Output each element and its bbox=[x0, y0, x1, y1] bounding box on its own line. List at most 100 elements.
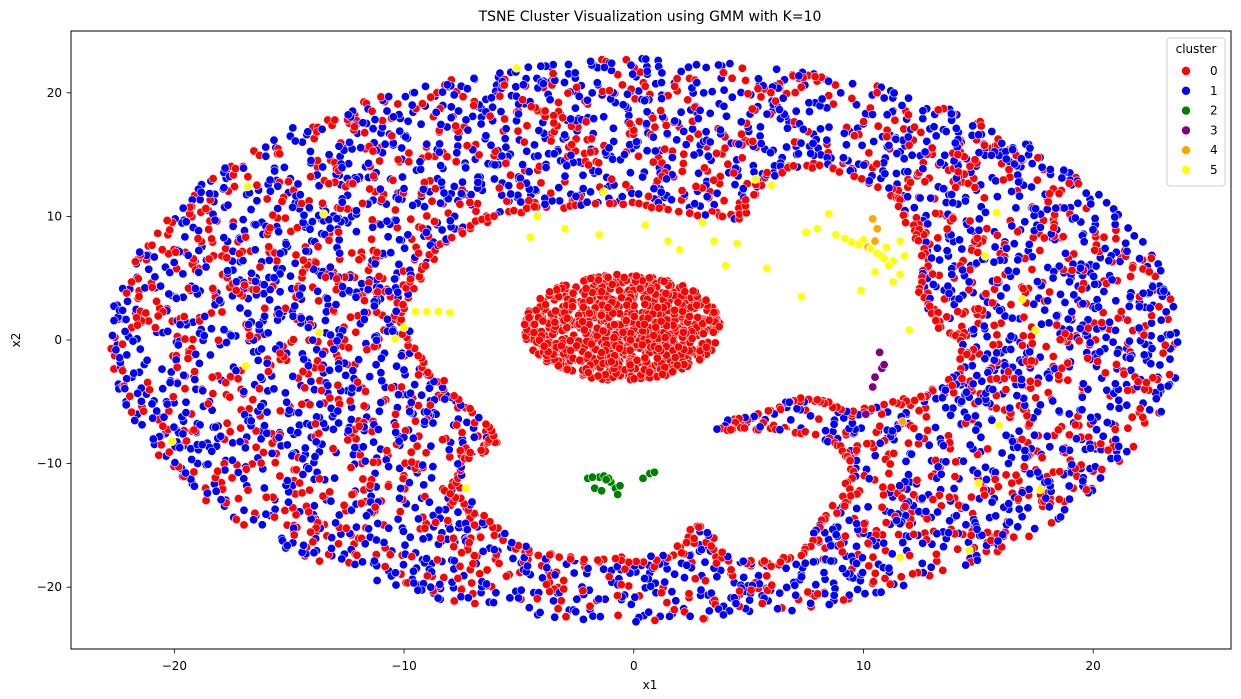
point-cluster-1 bbox=[805, 411, 815, 421]
point-cluster-1 bbox=[1065, 277, 1075, 287]
point-cluster-1 bbox=[408, 566, 418, 576]
point-cluster-1 bbox=[173, 340, 183, 350]
point-cluster-1 bbox=[756, 139, 766, 149]
point-cluster-0 bbox=[554, 552, 564, 562]
point-cluster-1 bbox=[933, 507, 943, 517]
point-cluster-0 bbox=[1047, 518, 1057, 528]
point-cluster-0 bbox=[719, 196, 729, 206]
point-cluster-1 bbox=[1043, 477, 1053, 487]
point-cluster-0 bbox=[563, 88, 573, 98]
point-cluster-1 bbox=[481, 131, 491, 141]
point-cluster-1 bbox=[1161, 307, 1171, 317]
point-cluster-1 bbox=[858, 568, 868, 578]
point-cluster-0 bbox=[845, 456, 855, 466]
point-cluster-1 bbox=[239, 387, 249, 397]
point-cluster-0 bbox=[934, 490, 944, 500]
point-cluster-1 bbox=[1031, 204, 1041, 214]
point-cluster-1 bbox=[404, 478, 414, 488]
point-cluster-1 bbox=[594, 594, 604, 604]
point-cluster-1 bbox=[918, 106, 928, 116]
point-cluster-1 bbox=[247, 268, 257, 278]
point-cluster-1 bbox=[524, 603, 534, 613]
point-cluster-0 bbox=[474, 150, 484, 160]
point-cluster-1 bbox=[269, 273, 279, 283]
point-cluster-1 bbox=[442, 80, 452, 90]
point-cluster-1 bbox=[456, 189, 466, 199]
point-cluster-1 bbox=[444, 445, 454, 455]
point-cluster-0 bbox=[992, 330, 1002, 340]
point-cluster-0 bbox=[414, 248, 424, 258]
point-cluster-0 bbox=[1133, 377, 1143, 387]
point-cluster-1 bbox=[884, 141, 894, 151]
point-cluster-1 bbox=[625, 168, 635, 178]
point-cluster-1 bbox=[968, 121, 978, 131]
point-cluster-0 bbox=[258, 447, 268, 457]
point-cluster-1 bbox=[1032, 277, 1042, 287]
point-cluster-1 bbox=[334, 510, 344, 520]
point-cluster-0 bbox=[529, 202, 539, 212]
point-cluster-1 bbox=[371, 535, 381, 545]
point-cluster-1 bbox=[393, 287, 403, 297]
point-cluster-1 bbox=[1148, 282, 1158, 292]
point-cluster-1 bbox=[626, 599, 636, 609]
point-cluster-0 bbox=[489, 211, 499, 221]
point-cluster-1 bbox=[521, 541, 531, 551]
point-cluster-1 bbox=[923, 219, 933, 229]
point-cluster-1 bbox=[408, 200, 418, 210]
point-cluster-1 bbox=[410, 503, 420, 513]
point-cluster-1 bbox=[1007, 313, 1017, 323]
point-cluster-1 bbox=[937, 393, 947, 403]
point-cluster-1 bbox=[628, 69, 638, 79]
point-cluster-0 bbox=[156, 440, 166, 450]
point-cluster-1 bbox=[308, 335, 318, 345]
point-cluster-0 bbox=[164, 447, 174, 457]
point-cluster-0 bbox=[890, 115, 900, 125]
point-cluster-0 bbox=[189, 467, 199, 477]
point-cluster-1 bbox=[190, 374, 200, 384]
point-cluster-0 bbox=[1077, 284, 1087, 294]
point-cluster-1 bbox=[421, 554, 431, 564]
point-cluster-1 bbox=[405, 388, 415, 398]
point-cluster-0 bbox=[208, 174, 218, 184]
point-cluster-1 bbox=[784, 397, 794, 407]
point-cluster-1 bbox=[187, 454, 197, 464]
point-cluster-0 bbox=[189, 425, 199, 435]
point-cluster-1 bbox=[1008, 145, 1018, 155]
point-cluster-1 bbox=[252, 196, 262, 206]
point-cluster-0 bbox=[1083, 323, 1093, 333]
point-cluster-1 bbox=[755, 131, 765, 141]
point-cluster-1 bbox=[701, 127, 711, 137]
point-cluster-1 bbox=[331, 518, 341, 528]
point-cluster-1 bbox=[1124, 301, 1134, 311]
point-cluster-1 bbox=[578, 614, 588, 624]
point-cluster-0 bbox=[587, 134, 597, 144]
point-cluster-1 bbox=[283, 497, 293, 507]
point-cluster-0 bbox=[261, 492, 271, 502]
point-cluster-1 bbox=[938, 542, 948, 552]
point-cluster-1 bbox=[1009, 239, 1019, 249]
point-cluster-1 bbox=[256, 344, 266, 354]
point-cluster-0 bbox=[903, 438, 913, 448]
point-cluster-1 bbox=[921, 506, 931, 516]
point-cluster-0 bbox=[942, 312, 952, 322]
point-cluster-0 bbox=[872, 159, 882, 169]
point-cluster-1 bbox=[409, 578, 419, 588]
point-cluster-0 bbox=[677, 166, 687, 176]
point-cluster-1 bbox=[514, 593, 524, 603]
point-cluster-1 bbox=[992, 192, 1002, 202]
point-cluster-1 bbox=[940, 385, 950, 395]
point-cluster-1 bbox=[806, 598, 816, 608]
point-cluster-1 bbox=[787, 606, 797, 616]
point-cluster-1 bbox=[884, 563, 894, 573]
point-cluster-1 bbox=[489, 598, 499, 608]
point-cluster-1 bbox=[135, 247, 145, 257]
point-cluster-0 bbox=[800, 427, 810, 437]
point-cluster-1 bbox=[238, 215, 248, 225]
point-cluster-0 bbox=[222, 253, 232, 263]
point-cluster-1 bbox=[570, 103, 580, 113]
point-cluster-1 bbox=[310, 452, 320, 462]
point-cluster-1 bbox=[467, 497, 477, 507]
point-cluster-1 bbox=[548, 60, 558, 70]
point-cluster-0 bbox=[393, 155, 403, 165]
point-cluster-0 bbox=[1129, 442, 1139, 452]
